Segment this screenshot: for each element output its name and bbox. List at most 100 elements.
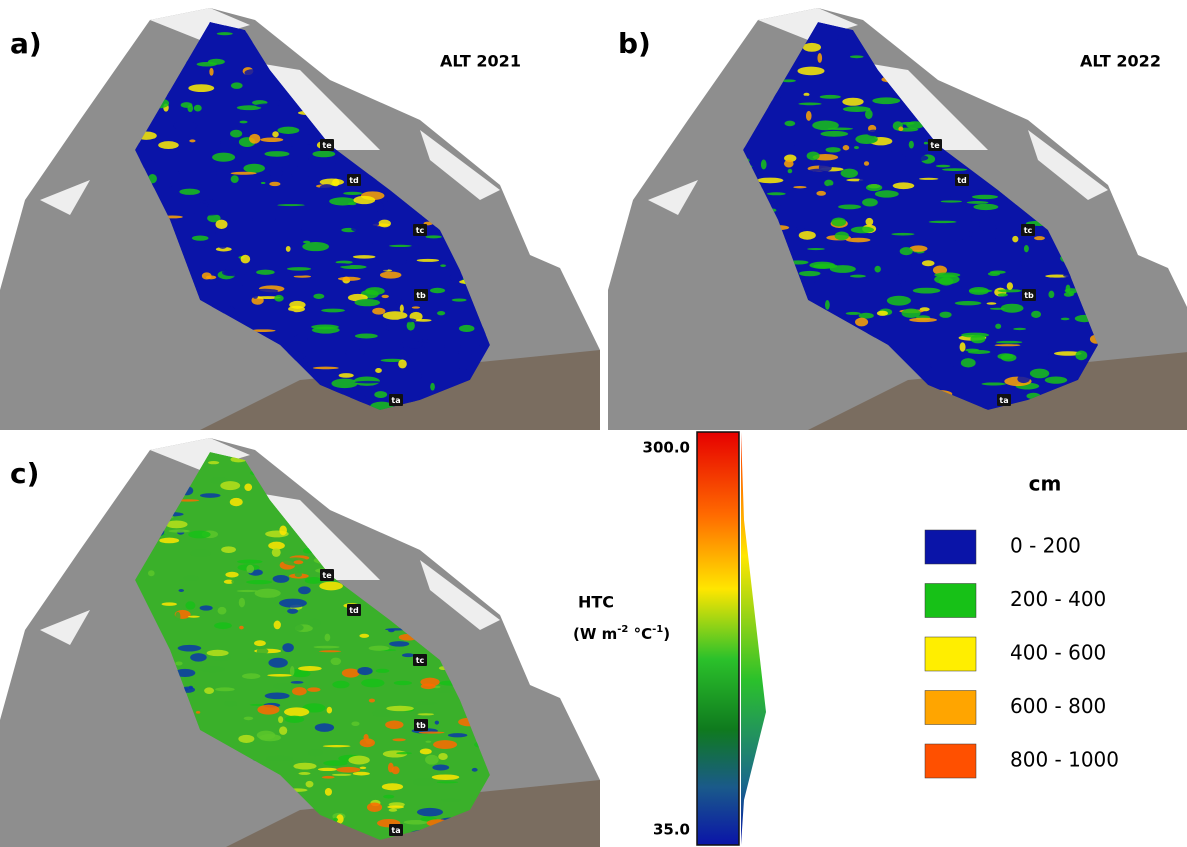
overlay-texture: [289, 290, 294, 292]
overlay-texture: [208, 59, 225, 65]
overlay-texture: [342, 668, 360, 677]
overlay-texture: [386, 323, 407, 332]
site-label: tb: [416, 721, 426, 730]
overlay-texture: [793, 186, 806, 188]
overlay-texture: [332, 179, 339, 187]
overlay-texture: [269, 182, 280, 186]
overlay-texture: [230, 498, 243, 506]
overlay-texture: [202, 200, 208, 208]
overlay-texture: [380, 271, 401, 278]
overlay-texture: [311, 325, 339, 330]
overlay-texture: [395, 300, 399, 305]
overlay-texture: [965, 18, 991, 24]
overlay-texture: [353, 255, 376, 258]
overlay-texture: [325, 454, 349, 463]
overlay-texture: [990, 270, 1006, 273]
overlay-texture: [309, 263, 314, 267]
overlay-texture: [290, 108, 298, 116]
unit-exponent: -2: [617, 624, 628, 635]
overlay-texture: [190, 549, 211, 557]
overlay-texture: [862, 198, 878, 206]
overlay-texture: [369, 646, 390, 651]
overlay-texture: [435, 721, 439, 725]
overlay-texture: [351, 721, 359, 726]
overlay-texture: [380, 251, 403, 257]
overlay-texture: [323, 745, 351, 747]
overlay-texture: [1030, 369, 1049, 379]
overlay-texture: [417, 259, 439, 262]
overlay-texture: [264, 151, 289, 157]
overlay-texture: [279, 310, 295, 314]
overlay-texture: [294, 450, 321, 454]
overlay-texture: [841, 169, 858, 178]
overlay-texture: [330, 263, 352, 266]
overlay-texture: [339, 373, 354, 378]
overlay-texture: [480, 455, 494, 464]
overlay-texture: [1057, 49, 1081, 53]
overlay-texture: [819, 163, 832, 172]
overlay-texture: [1045, 376, 1067, 383]
overlay-texture: [381, 493, 402, 499]
overlay-texture: [192, 235, 209, 240]
overlay-texture: [173, 121, 197, 130]
overlay-texture: [472, 768, 478, 772]
overlay-texture: [934, 272, 960, 277]
overlay-texture: [1001, 304, 1024, 313]
overlay-texture: [217, 32, 233, 35]
overlay-texture: [353, 772, 370, 776]
overlay-texture: [398, 102, 421, 107]
overlay-texture: [295, 572, 302, 577]
overlay-texture: [388, 763, 394, 773]
overlay-texture: [175, 661, 182, 665]
overlay-texture: [279, 599, 307, 608]
overlay-texture: [913, 288, 940, 294]
overlay-texture: [381, 52, 400, 54]
overlay-texture: [361, 679, 384, 688]
site-label: te: [322, 571, 332, 580]
overlay-texture: [306, 781, 314, 788]
colorbar-unit: (W m-2 °C-1): [573, 624, 670, 643]
overlay-texture: [1053, 113, 1060, 117]
overlay-texture: [866, 184, 882, 191]
overlay-texture: [469, 344, 480, 348]
overlay-texture: [449, 46, 472, 49]
overlay-texture: [336, 767, 360, 773]
legend-label: 400 - 600: [1010, 641, 1106, 665]
page: tetdtctbtaa)tetdtctbtab)tetdtctbtac) 300…: [0, 0, 1187, 847]
overlay-texture: [1045, 33, 1067, 41]
overlay-texture: [866, 218, 874, 226]
overlay-texture: [387, 462, 391, 464]
map-panel: tetdtctbtac): [0, 438, 600, 847]
overlay-texture: [244, 69, 262, 77]
overlay-texture: [319, 582, 343, 591]
overlay-texture: [413, 778, 437, 787]
overlay-texture: [897, 268, 903, 275]
overlay-texture: [279, 726, 287, 735]
overlay-texture: [297, 342, 301, 352]
overlay-texture: [1012, 236, 1018, 243]
overlay-texture: [370, 512, 393, 520]
overlay-texture: [936, 165, 951, 168]
overlay-texture: [393, 526, 403, 534]
overlay-texture: [1046, 131, 1068, 136]
overlay-texture: [826, 147, 841, 152]
overlay-texture: [866, 300, 887, 308]
overlay-texture: [312, 151, 335, 158]
overlay-texture: [449, 556, 453, 563]
site-label: td: [349, 176, 359, 185]
overlay-texture: [887, 296, 911, 306]
overlay-texture: [1024, 245, 1029, 252]
overlay-texture: [241, 255, 251, 264]
overlay-texture: [799, 271, 821, 276]
overlay-texture: [396, 752, 412, 754]
overlay-texture: [302, 362, 310, 367]
overlay-texture: [432, 774, 459, 780]
overlay-texture: [1036, 119, 1052, 127]
overlay-texture: [438, 753, 448, 760]
overlay-texture: [997, 35, 1020, 43]
overlay-texture: [825, 300, 830, 310]
overlay-texture: [843, 106, 871, 112]
overlay-texture: [374, 391, 387, 398]
overlay-texture: [324, 336, 340, 339]
overlay-texture: [237, 560, 262, 564]
